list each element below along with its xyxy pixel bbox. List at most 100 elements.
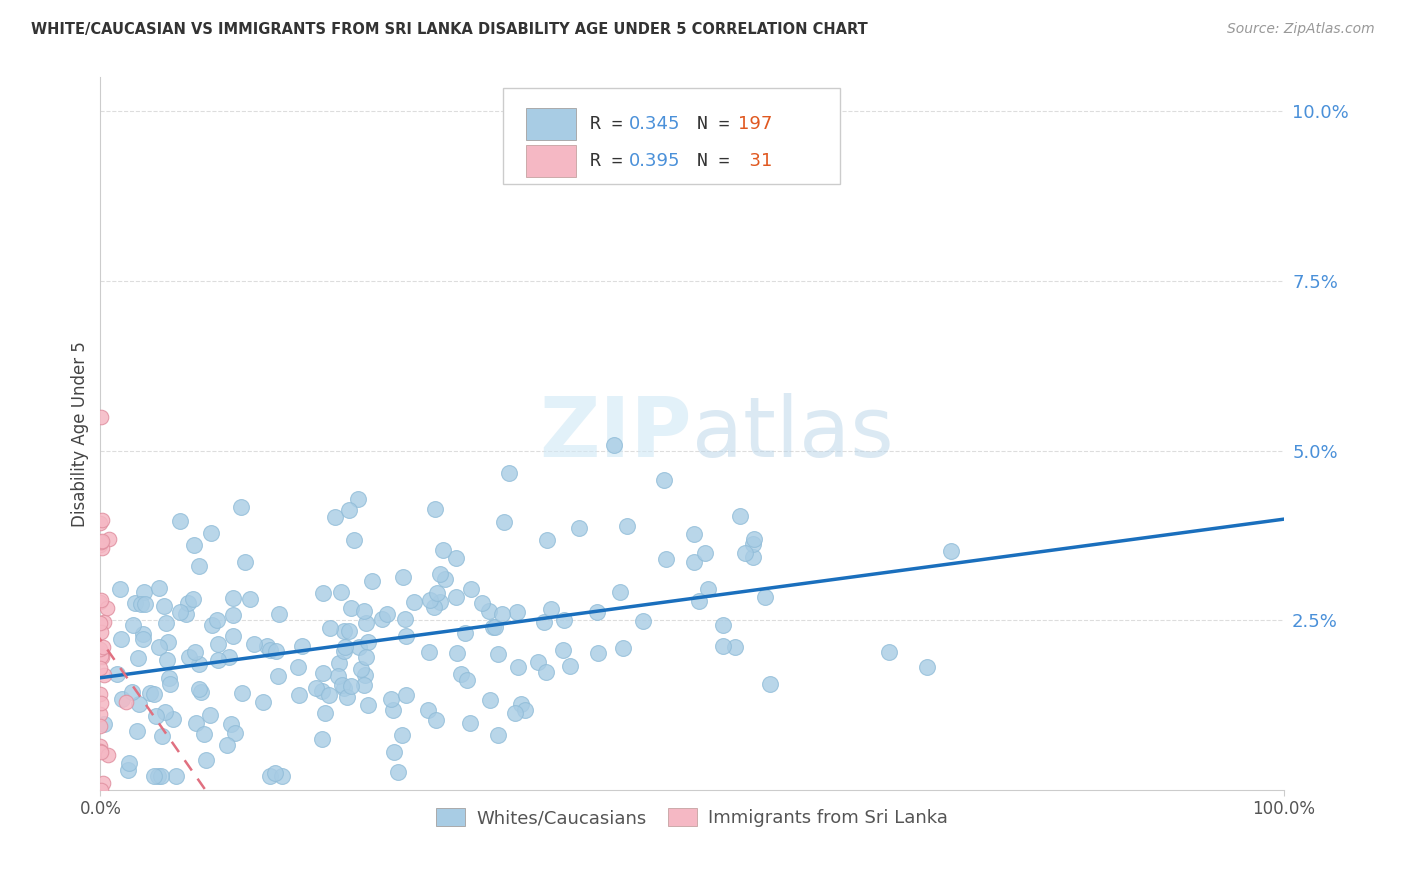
- Point: [527, 655, 550, 669]
- Point: [314, 706, 336, 720]
- Point: [89, 661, 111, 675]
- Point: [356, 634, 378, 648]
- Point: [312, 586, 335, 600]
- Y-axis label: Disability Age Under 5: Disability Age Under 5: [72, 341, 89, 526]
- Point: [221, 591, 243, 606]
- Point: [394, 612, 416, 626]
- Point: [96, 748, 118, 763]
- Point: [425, 501, 447, 516]
- Point: [510, 698, 533, 712]
- Point: [877, 644, 900, 658]
- Point: [654, 473, 676, 487]
- Point: [89, 707, 111, 722]
- Point: [89, 538, 111, 552]
- Point: [340, 679, 363, 693]
- Point: [267, 607, 290, 621]
- Point: [486, 647, 509, 661]
- Point: [90, 593, 112, 607]
- Point: [404, 595, 426, 609]
- Point: [271, 769, 294, 783]
- Point: [238, 592, 260, 607]
- Point: [742, 532, 765, 546]
- Point: [90, 649, 112, 664]
- Point: [391, 728, 413, 742]
- Point: [156, 653, 179, 667]
- Point: [89, 744, 111, 758]
- Point: [741, 549, 763, 564]
- Point: [422, 600, 444, 615]
- Point: [89, 719, 111, 733]
- Point: [380, 692, 402, 706]
- Point: [734, 546, 756, 560]
- Point: [142, 769, 165, 783]
- Point: [356, 650, 378, 665]
- Point: [337, 624, 360, 638]
- Point: [394, 629, 416, 643]
- Point: [124, 596, 146, 610]
- Point: [148, 640, 170, 655]
- Point: [433, 572, 456, 586]
- Point: [354, 668, 377, 682]
- Point: [149, 769, 172, 783]
- Point: [153, 599, 176, 614]
- Point: [93, 615, 115, 630]
- Point: [190, 685, 212, 699]
- Point: [187, 657, 209, 672]
- Point: [267, 669, 290, 683]
- Point: [142, 688, 165, 702]
- Point: [450, 666, 472, 681]
- Point: [259, 643, 281, 657]
- Point: [915, 660, 938, 674]
- Point: [91, 640, 114, 655]
- Point: [655, 552, 678, 566]
- Point: [350, 662, 373, 676]
- Point: [169, 605, 191, 619]
- Point: [134, 597, 156, 611]
- Point: [585, 605, 607, 619]
- Point: [711, 639, 734, 653]
- Point: [357, 698, 380, 713]
- Point: [287, 659, 309, 673]
- Point: [444, 551, 467, 566]
- Point: [145, 708, 167, 723]
- Point: [91, 776, 114, 790]
- Point: [754, 590, 776, 604]
- Point: [533, 615, 555, 629]
- Point: [89, 687, 111, 701]
- Point: [392, 570, 415, 584]
- Point: [90, 535, 112, 549]
- Point: [218, 650, 240, 665]
- Point: [115, 695, 138, 709]
- Point: [456, 673, 478, 687]
- Point: [252, 695, 274, 709]
- Point: [91, 513, 114, 527]
- Point: [354, 616, 377, 631]
- Point: [312, 666, 335, 681]
- Point: [353, 678, 375, 692]
- Point: [616, 519, 638, 533]
- Point: [506, 660, 529, 674]
- Point: [941, 543, 963, 558]
- Point: [741, 537, 763, 551]
- Text: N =: N =: [697, 152, 741, 169]
- Point: [484, 620, 506, 634]
- Point: [207, 653, 229, 667]
- Text: N =: N =: [697, 115, 741, 133]
- Point: [395, 689, 418, 703]
- Point: [711, 618, 734, 632]
- Point: [693, 546, 716, 560]
- Point: [553, 613, 575, 627]
- Point: [460, 716, 482, 731]
- Point: [503, 706, 526, 721]
- Point: [156, 635, 179, 649]
- Point: [264, 644, 287, 658]
- Point: [340, 601, 363, 615]
- Point: [311, 731, 333, 746]
- Point: [291, 640, 314, 654]
- Point: [121, 684, 143, 698]
- Point: [429, 595, 451, 609]
- Point: [134, 584, 156, 599]
- Point: [233, 556, 256, 570]
- Point: [325, 510, 347, 524]
- Point: [346, 491, 368, 506]
